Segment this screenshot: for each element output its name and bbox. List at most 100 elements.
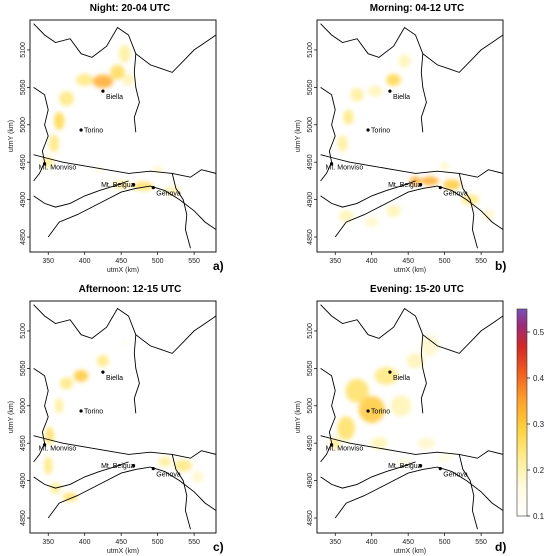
panel-afternoon: Afternoon: 12-15 UTC Biella Torino Mt. Mon… [8, 284, 224, 555]
density-hotspot [54, 112, 65, 131]
density-hotspot [370, 437, 388, 450]
y-axis-label: utmY (km) [8, 120, 15, 152]
x-tick-label: 400 [79, 258, 91, 265]
map-plot: Biella Torino Mt. Monviso Mt. Beigua Genova 3… [295, 19, 504, 274]
border-line [320, 461, 416, 489]
y-axis: 4850 4900 4950 5000 5050 5100 utmY (km) [295, 323, 317, 526]
x-tick-label: 550 [475, 539, 487, 546]
y-tick-label: 4900 [307, 192, 314, 208]
density-hotspot [345, 378, 369, 403]
y-tick-label: 4850 [20, 229, 27, 245]
border-line [420, 334, 427, 414]
border-line [133, 334, 140, 414]
x-tick-label: 350 [42, 258, 54, 265]
colorbar: 0.1 0.2 0.3 0.4 0.5 [516, 308, 545, 521]
density-field [337, 54, 495, 228]
x-axis-label: utmX (km) [394, 548, 426, 555]
city-marker [131, 464, 136, 468]
density-hotspot [337, 135, 348, 152]
city-label: Mt. Monviso [326, 446, 364, 453]
density-hotspot [43, 456, 53, 475]
x-tick-label: 350 [329, 539, 341, 546]
colorbar-gradient [516, 308, 528, 517]
border-line [33, 435, 216, 459]
city-label: Genova [443, 191, 468, 198]
density-hotspot [390, 395, 412, 417]
plot-frame [29, 19, 217, 253]
x-axis: 350 400 450 500 550 utmX (km) [42, 533, 200, 555]
map-background [30, 301, 216, 533]
border-line [320, 180, 416, 208]
x-axis: 350 400 450 500 550 utmX (km) [42, 252, 200, 274]
borders [33, 23, 216, 249]
city-marker [388, 89, 392, 93]
y-tick-label: 4950 [307, 154, 314, 170]
density-hotspot [62, 492, 78, 502]
city-marker [42, 162, 47, 166]
map-plot: Biella Torino Mt. Monviso Mt. Beigua Genova 3… [8, 19, 217, 274]
panel-title: Evening: 15-20 UTC [370, 284, 464, 295]
density-hotspot [386, 73, 401, 86]
cities: Biella Torino Mt. Monviso Mt. Beigua Genova [326, 89, 468, 198]
city-marker [42, 443, 47, 447]
y-axis-label: utmY (km) [8, 401, 15, 433]
density-hotspot [421, 176, 439, 186]
x-tick-label: 500 [152, 539, 164, 546]
colorbar-tick-label: 0.3 [533, 420, 545, 429]
y-tick-label: 5050 [307, 360, 314, 376]
border-line [420, 53, 427, 133]
y-tick-label: 5000 [307, 117, 314, 133]
y-tick-label: 4850 [307, 229, 314, 245]
density-hotspot [386, 204, 401, 217]
city-label: Mt. Beigua [388, 182, 422, 189]
city-label: Mt. Monviso [39, 446, 77, 453]
x-tick-label: 500 [439, 539, 451, 546]
map-area: Biella Torino Mt. Monviso Mt. Beigua Genova [317, 20, 503, 252]
y-tick-label: 5000 [20, 398, 27, 414]
plot-frame [316, 19, 504, 253]
density-hotspot [45, 426, 55, 445]
density-hotspot [368, 85, 383, 97]
x-tick-label: 450 [115, 258, 127, 265]
x-axis: 350 400 450 500 550 utmX (km) [329, 533, 487, 555]
y-axis: 4850 4900 4950 5000 5050 5100 utmY (km) [8, 323, 30, 526]
borders [320, 23, 503, 249]
x-tick-label: 450 [402, 539, 414, 546]
city-marker [131, 183, 136, 187]
density-hotspot [92, 74, 114, 89]
city-label: Biella [393, 375, 410, 382]
city-label: Torino [371, 409, 390, 416]
x-tick-label: 550 [188, 258, 200, 265]
city-marker [366, 128, 370, 132]
border-line [171, 454, 191, 530]
city-label: Genova [156, 191, 181, 198]
map-plot: Biella Torino Mt. Monviso Mt. Beigua Genova 3… [295, 300, 504, 555]
border-line [320, 87, 336, 182]
y-axis: 4850 4900 4950 5000 5050 5100 utmY (km) [295, 42, 317, 245]
border-line [320, 435, 503, 459]
y-tick-label: 5000 [20, 117, 27, 133]
border-line [133, 53, 140, 133]
city-marker [366, 409, 370, 413]
density-hotspot [374, 366, 398, 385]
panel-morning: Morning: 04-12 UTC Biella Torino Mt. Monvi… [295, 3, 506, 274]
border-line [334, 185, 503, 238]
plot-frame [316, 300, 504, 534]
city-marker [438, 467, 442, 471]
density-hotspot [118, 44, 131, 63]
x-axis-label: utmX (km) [394, 267, 426, 274]
x-tick-label: 500 [152, 258, 164, 265]
x-tick-label: 350 [42, 539, 54, 546]
x-tick-label: 500 [439, 258, 451, 265]
border-line [458, 173, 478, 249]
city-label: Mt. Monviso [39, 165, 77, 172]
density-hotspot [440, 161, 450, 171]
city-marker [79, 128, 83, 132]
x-axis-label: utmX (km) [107, 267, 139, 274]
panel-label: b) [495, 259, 506, 273]
y-tick-label: 4850 [20, 510, 27, 526]
city-label: Torino [84, 409, 103, 416]
panel-label: c) [213, 540, 224, 554]
city-label: Biella [393, 94, 410, 101]
y-tick-label: 4900 [20, 192, 27, 208]
